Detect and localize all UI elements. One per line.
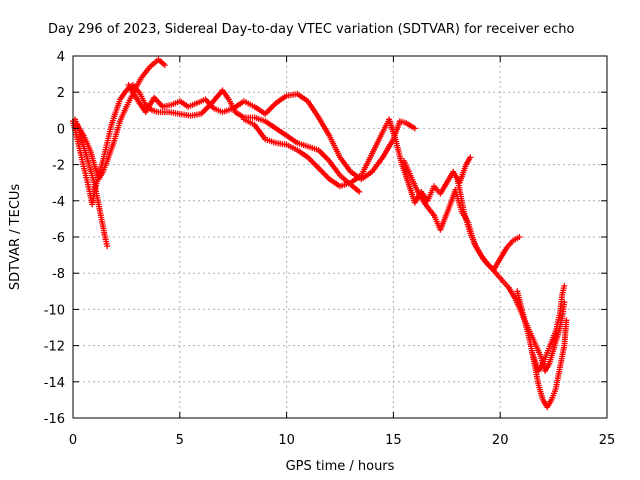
- series-marks: [74, 56, 168, 183]
- y-axis: 4 2 0 -2 -4 -6 -8 -10 -12 -14 -16: [44, 50, 607, 427]
- y-tick-label: -16: [44, 412, 65, 427]
- y-axis-label: SDTVAR / TECUs: [8, 184, 23, 291]
- series-track-e: [240, 116, 474, 206]
- x-tick-label: 25: [599, 433, 616, 448]
- x-tick-label: 10: [278, 433, 295, 448]
- x-tick-label: 20: [492, 433, 509, 448]
- data-marks: [70, 56, 570, 411]
- y-tick-label: -8: [52, 267, 65, 282]
- series-marks: [72, 116, 111, 250]
- y-tick-label: -4: [52, 195, 65, 210]
- y-tick-label: 2: [57, 86, 65, 101]
- chart-title: Day 296 of 2023, Sidereal Day-to-day VTE…: [48, 22, 575, 37]
- y-tick-label: -12: [44, 340, 65, 355]
- series-track-c: [74, 56, 168, 183]
- series-marks: [125, 82, 418, 183]
- series-marks: [529, 282, 568, 374]
- x-tick-label: 0: [69, 433, 77, 448]
- series-track-i: [529, 282, 568, 374]
- y-tick-label: 0: [57, 122, 65, 137]
- y-tick-label: -10: [44, 303, 65, 318]
- y-tick-label: 4: [57, 50, 65, 65]
- y-tick-label: -6: [52, 231, 65, 246]
- y-tick-label: -2: [52, 159, 65, 174]
- x-tick-label: 5: [176, 433, 184, 448]
- y-tick-label: -14: [44, 376, 65, 391]
- x-axis-label: GPS time / hours: [286, 459, 395, 474]
- series-track-d: [125, 82, 418, 183]
- series-track-b: [72, 116, 111, 250]
- series-marks: [240, 116, 474, 206]
- x-axis: 0 5 10 15 20 25: [69, 56, 615, 448]
- x-tick-label: 15: [385, 433, 402, 448]
